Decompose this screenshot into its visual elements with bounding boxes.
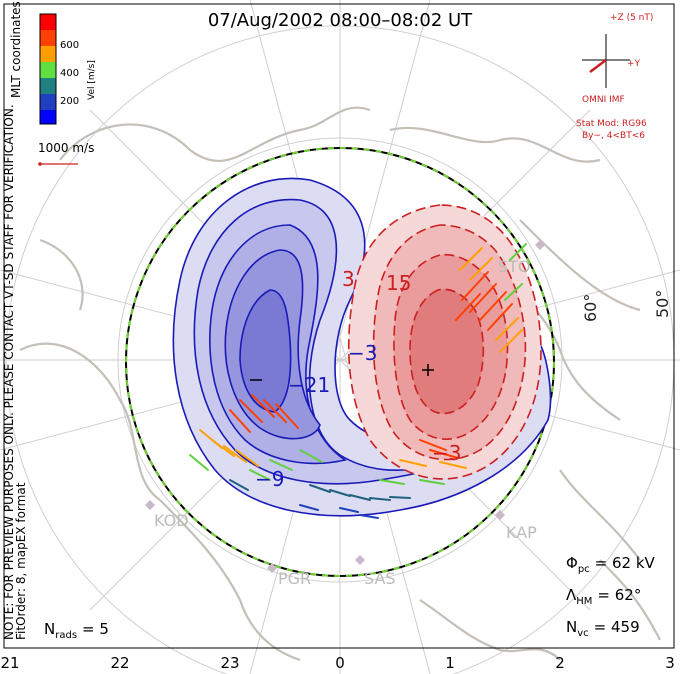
- preview-note: NOTE: FOR PREVIEW PURPOSES ONLY. PLEASE …: [2, 104, 16, 640]
- colorbar-tick: 200: [60, 96, 79, 107]
- mlt-tick-label: 2: [555, 654, 565, 672]
- mlt-tick-label: 0: [335, 654, 345, 672]
- station-label: STO: [498, 257, 531, 276]
- lat-label: 60°: [581, 294, 600, 322]
- potential-extrema: [250, 364, 434, 381]
- imf-source: OMNI IMF: [582, 95, 625, 105]
- imf-y-label: +Y: [627, 59, 641, 69]
- colorbar-tick: 400: [60, 68, 79, 79]
- imf-vector: [589, 59, 607, 73]
- contour-label: −21: [288, 373, 330, 397]
- mlt-tick-label: 21: [0, 654, 19, 672]
- stat-nrads: Nrads = 5: [44, 620, 109, 641]
- chart-title: 07/Aug/2002 08:00–08:02 UT: [208, 10, 473, 31]
- mlt-tick-label: 1: [445, 654, 455, 672]
- mlt-tick-label: 3: [665, 654, 675, 672]
- stat-nvc: Nvc = 459: [566, 618, 640, 639]
- plot-frame: [3, 3, 675, 649]
- colorbar-label: Vel [m/s]: [87, 60, 97, 100]
- contour-label: 3: [342, 267, 355, 291]
- contour-labels: 3 15 −3 −21 −9 −3: [255, 267, 461, 491]
- stat-lambda: ΛHM = 62°: [566, 586, 641, 607]
- contour-label: 15: [386, 271, 411, 295]
- contour-label: −3: [348, 341, 377, 365]
- imf-z-label: +Z (5 nT): [610, 13, 653, 23]
- station-label: KAP: [506, 523, 537, 542]
- mlt-axis: 21 22 23 0 1 2 3: [0, 654, 674, 672]
- imf-condition: By−, 4<BT<6: [582, 131, 645, 141]
- contour-label: −9: [255, 467, 284, 491]
- velocity-vectors: [189, 243, 527, 519]
- radar-stations: [145, 240, 545, 573]
- colorbar-tick: 600: [60, 40, 79, 51]
- colorbar: [39, 13, 57, 125]
- fit-order-note: FitOrder: 8, mapEX format: [14, 482, 28, 640]
- mlt-tick-label: 23: [220, 654, 239, 672]
- station-label: SAS: [364, 569, 396, 588]
- mlt-tick-label: 22: [110, 654, 129, 672]
- scale-vector-label: 1000 m/s: [38, 141, 94, 155]
- station-label: PGR: [278, 569, 311, 588]
- contour-label: −3: [432, 441, 461, 465]
- coord-label: MLT coordinates: [9, 1, 23, 98]
- lat-label: 50°: [653, 290, 672, 318]
- station-label: KOD: [154, 511, 189, 530]
- stat-phi: Φpc = 62 kV: [566, 554, 656, 575]
- imf-model: Stat Mod: RG96: [576, 119, 647, 129]
- station-labels: STO KOD PGR SAS KAP: [154, 257, 537, 588]
- positive-potential-cell: [347, 204, 542, 480]
